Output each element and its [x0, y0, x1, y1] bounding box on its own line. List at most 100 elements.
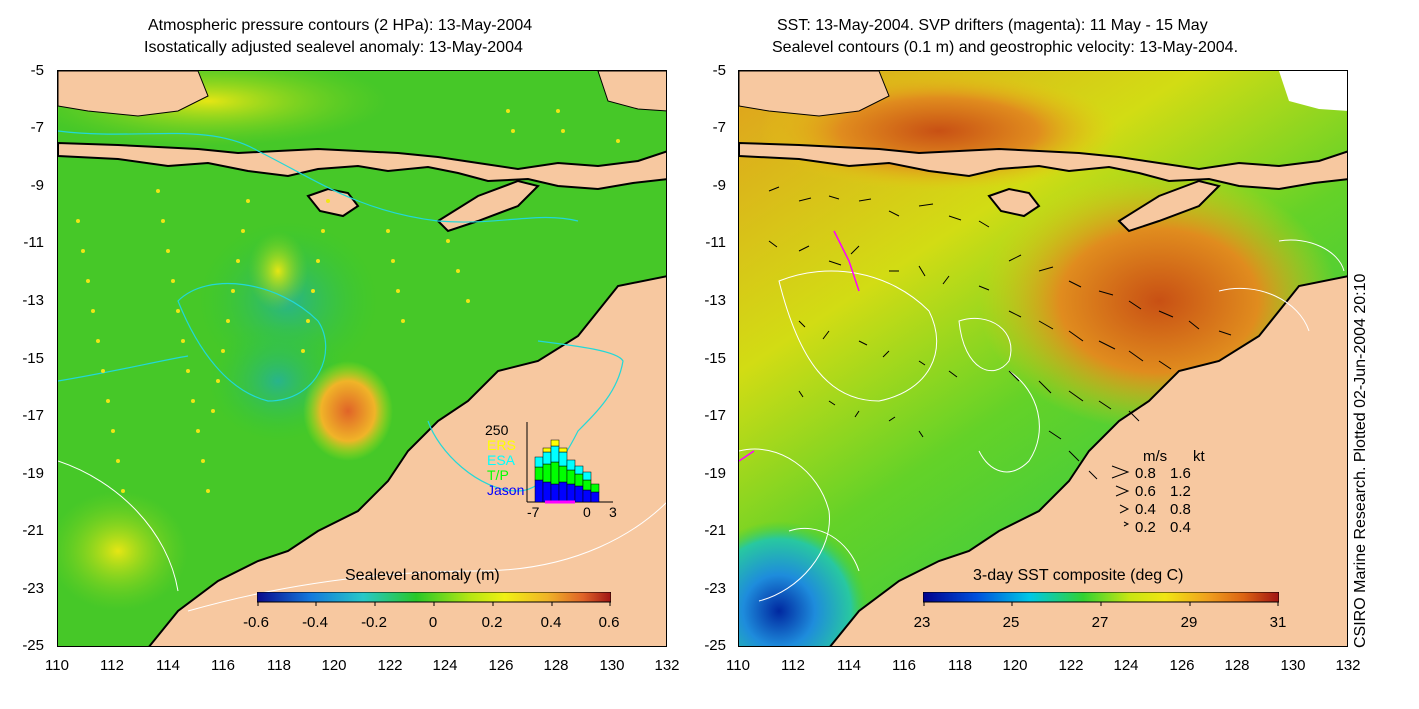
sla-tick-6: 0.6 — [598, 614, 620, 631]
left-x-tick: 128 — [543, 657, 569, 674]
borneo-coast-sst — [739, 71, 890, 117]
inset-legend-esa: ESA — [487, 452, 516, 468]
velocity-legend-arrows — [1111, 465, 1130, 527]
sulawesi-coast — [597, 71, 666, 112]
inset-legend-jason: Jason — [487, 482, 525, 498]
svp-drifter-track-2 — [739, 450, 755, 462]
left-x-tick: 112 — [100, 657, 124, 674]
inset-x-label-zero: 0 — [583, 504, 591, 520]
inset-histogram — [526, 422, 613, 504]
pressure-contour-3 — [58, 355, 189, 382]
cloud-mask — [1279, 71, 1347, 111]
svp-drifter-track — [833, 230, 860, 292]
inset-x-label-max: 3 — [609, 504, 617, 520]
right-x-tick: 126 — [1169, 657, 1195, 674]
sla-tick-3: 0 — [428, 614, 438, 631]
credit-text: CSIRO Marine Research. Plotted 02-Jun-20… — [1352, 273, 1369, 648]
left-title-line1: Atmospheric pressure contours (2 HPa): 1… — [148, 17, 533, 34]
sumba-island-sst — [987, 187, 1041, 218]
java-nusa-tenggara-islands-sst — [739, 141, 1347, 191]
right-y-tick: -5 — [712, 62, 726, 79]
right-x-tick: 128 — [1224, 657, 1250, 674]
left-x-tick: 126 — [488, 657, 514, 674]
timor-island-sst — [1117, 179, 1221, 233]
velocity-legend-kt-1: 1.6 — [1170, 465, 1191, 482]
left-y-tick: -9 — [30, 177, 44, 194]
right-y-tick: -11 — [705, 234, 726, 251]
pressure-contour-4 — [427, 340, 624, 492]
left-y-tick: -21 — [22, 522, 44, 539]
inset-legend-tp: T/P — [487, 467, 509, 483]
sst-cold-pool — [739, 521, 869, 646]
sla-hotspot — [303, 361, 393, 461]
altimeter-inset: 250 ERS ESA T/P Jason -7 0 3 — [485, 422, 625, 522]
velocity-legend-ms-3: 0.4 — [1135, 501, 1156, 518]
pressure-contour-6 — [187, 502, 666, 612]
right-x-tick: 118 — [948, 657, 972, 674]
sst-colorbar — [923, 592, 1279, 606]
sla-tick-0: -0.6 — [243, 614, 269, 631]
sealevel-contours — [739, 239, 1345, 602]
left-x-tick: 120 — [321, 657, 347, 674]
sst-tick-0: 23 — [913, 614, 931, 631]
right-y-tick: -21 — [704, 522, 726, 539]
left-x-tick: 130 — [599, 657, 625, 674]
velocity-legend-header-ms: m/s — [1143, 448, 1168, 465]
left-x-tick: 132 — [654, 657, 680, 674]
left-y-tick: -17 — [22, 407, 44, 424]
right-x-tick: 114 — [837, 657, 861, 674]
right-title-line2: Sealevel contours (0.1 m) and geostrophi… — [772, 39, 1239, 56]
left-y-tick: -25 — [22, 637, 44, 654]
inset-legend-ers: ERS — [487, 437, 516, 453]
sst-colorbar-title: 3-day SST composite (deg C) — [973, 567, 1184, 584]
right-title-line1: SST: 13-May-2004. SVP drifters (magenta)… — [777, 17, 1208, 34]
borneo-coast — [58, 71, 209, 117]
australia-land-sst — [829, 275, 1347, 646]
right-y-tick: -7 — [712, 119, 726, 136]
velocity-legend-kt-2: 1.2 — [1170, 483, 1191, 500]
left-y-tick: -15 — [22, 350, 44, 367]
timor-island — [436, 179, 540, 233]
inset-ymax: 250 — [485, 422, 509, 438]
sla-north-west-high — [248, 231, 308, 311]
left-x-tick: 118 — [267, 657, 291, 674]
right-x-tick: 124 — [1113, 657, 1139, 674]
velocity-legend-ms-2: 0.6 — [1135, 483, 1156, 500]
left-x-tick: 114 — [156, 657, 180, 674]
sst-map-svg — [739, 71, 1347, 646]
australia-land — [148, 275, 666, 646]
sealevel-map-svg — [58, 71, 666, 646]
right-x-tick: 130 — [1280, 657, 1306, 674]
sealevel-colorbar — [257, 592, 611, 606]
left-x-tick: 110 — [45, 657, 69, 674]
left-x-tick: 122 — [377, 657, 403, 674]
sla-tick-1: -0.4 — [302, 614, 328, 631]
velocity-legend-ms-4: 0.2 — [1135, 519, 1156, 536]
sst-tick-1: 25 — [1002, 614, 1020, 631]
sla-southwest-high — [58, 491, 188, 611]
sst-map — [738, 70, 1348, 647]
velocity-legend-kt-3: 0.8 — [1170, 501, 1191, 518]
velocity-legend-ms-1: 0.8 — [1135, 465, 1156, 482]
right-y-tick: -17 — [704, 407, 726, 424]
sla-tick-2: -0.2 — [361, 614, 387, 631]
left-title-line2: Isostatically adjusted sealevel anomaly:… — [144, 39, 523, 56]
right-y-tick: -19 — [704, 465, 726, 482]
right-y-tick: -13 — [704, 292, 726, 309]
sealevel-colorbar-title: Sealevel anomaly (m) — [345, 567, 500, 584]
sst-tick-2: 27 — [1091, 614, 1109, 631]
velocity-legend-kt-4: 0.4 — [1170, 519, 1191, 536]
left-y-tick: -23 — [22, 580, 44, 597]
geostrophic-velocity-vectors — [768, 186, 1232, 480]
right-y-tick: -25 — [704, 637, 726, 654]
right-x-tick: 132 — [1335, 657, 1361, 674]
sst-tick-4: 31 — [1269, 614, 1287, 631]
right-y-tick: -9 — [712, 177, 726, 194]
sst-tick-3: 29 — [1180, 614, 1198, 631]
right-x-tick: 120 — [1002, 657, 1028, 674]
right-x-tick: 116 — [892, 657, 916, 674]
sla-tick-5: 0.4 — [540, 614, 562, 631]
pressure-contour-5 — [58, 460, 179, 592]
left-y-tick: -11 — [23, 234, 44, 251]
right-x-tick: 122 — [1058, 657, 1084, 674]
